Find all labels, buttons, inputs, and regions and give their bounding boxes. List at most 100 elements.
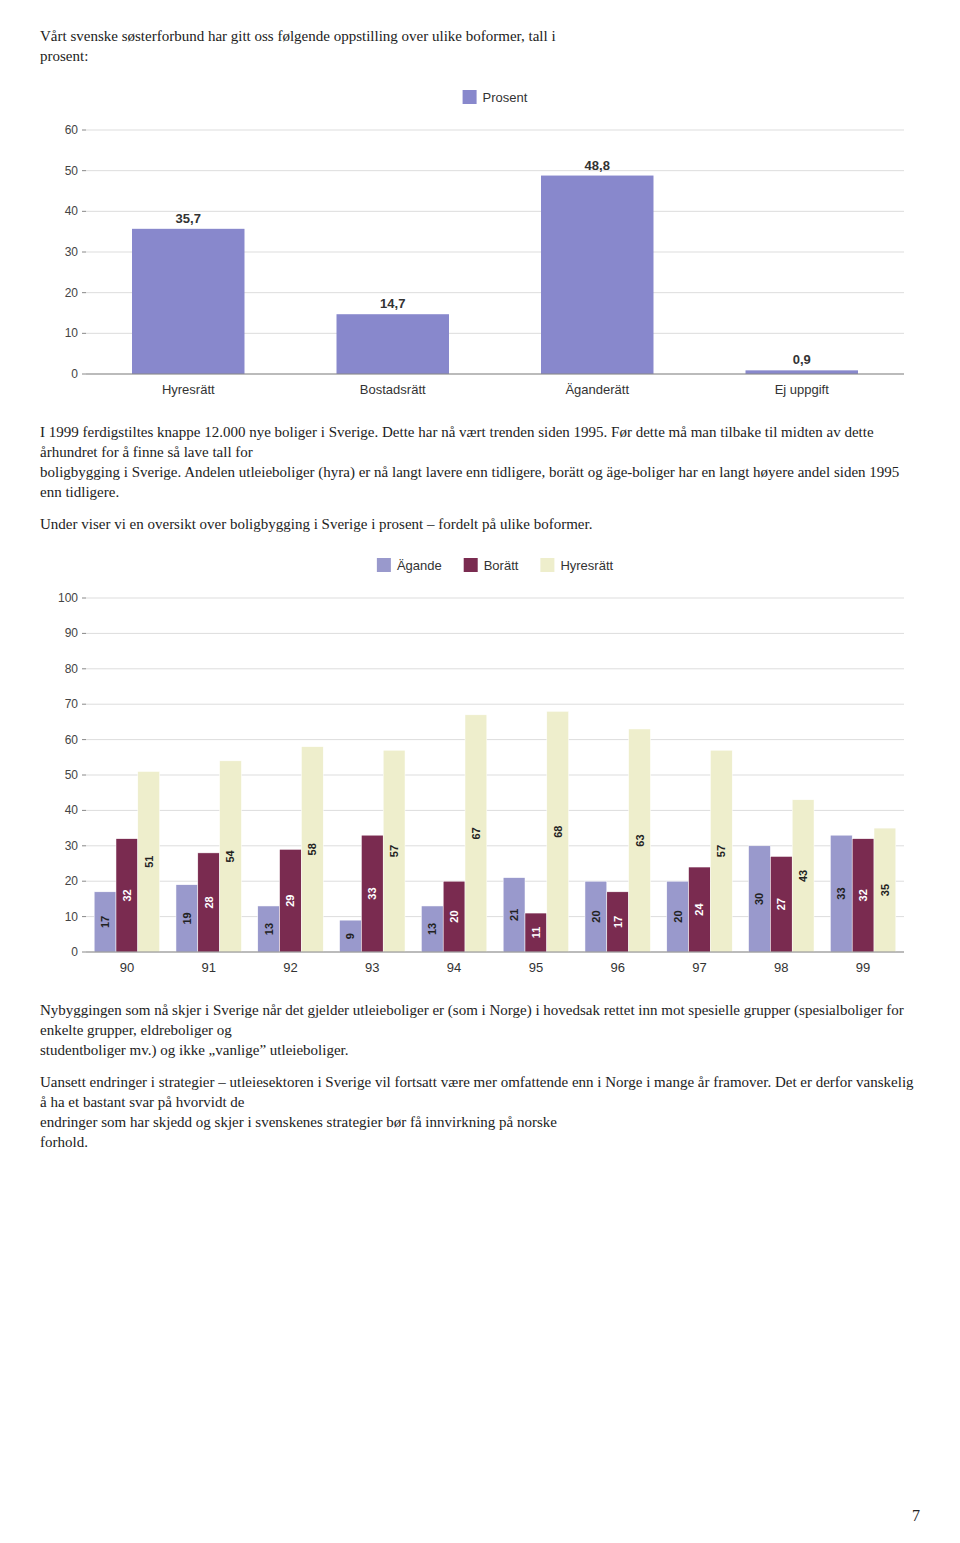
bar xyxy=(337,314,449,374)
grid-line xyxy=(86,952,904,953)
bar xyxy=(340,920,362,952)
category-label: 91 xyxy=(201,960,215,975)
bar xyxy=(280,849,302,952)
tick-mark xyxy=(82,668,86,669)
tick-label: 20 xyxy=(65,874,79,888)
data-label: 57 xyxy=(388,845,400,857)
text-line: forhold. xyxy=(40,1132,920,1152)
category-label: 90 xyxy=(120,960,134,975)
page: Vårt svenske søsterforbund har gitt oss … xyxy=(0,0,960,1152)
bar-chart: 0102030405060HyresrättBostadsrättÄgander… xyxy=(40,78,920,408)
category-label: 97 xyxy=(692,960,706,975)
data-label: 58 xyxy=(306,843,318,855)
axis-line xyxy=(86,374,904,375)
bar xyxy=(749,846,771,952)
bar xyxy=(220,761,242,952)
tick-mark xyxy=(82,810,86,811)
category-label: 96 xyxy=(610,960,624,975)
grid xyxy=(86,130,904,374)
category-label: 98 xyxy=(774,960,788,975)
data-label: 57 xyxy=(715,845,727,857)
bar xyxy=(667,881,689,952)
data-label: 54 xyxy=(225,849,237,862)
tick-mark xyxy=(82,845,86,846)
bar xyxy=(852,839,874,952)
category-label: 94 xyxy=(447,960,461,975)
legend-item: Borätt xyxy=(464,558,519,573)
tick-mark xyxy=(82,739,86,740)
tick-label: 80 xyxy=(65,662,79,676)
data-label: 27 xyxy=(775,898,787,910)
bar xyxy=(503,878,525,952)
legend-label: Borätt xyxy=(484,558,519,573)
bar xyxy=(792,800,814,952)
tick-mark xyxy=(82,633,86,634)
data-label: 30 xyxy=(753,893,765,905)
middle-text: I 1999 ferdigstiltes knappe 12.000 nye b… xyxy=(40,422,920,534)
data-label: 14,7 xyxy=(380,296,405,311)
grid-line xyxy=(86,374,904,375)
legend-swatch xyxy=(377,558,391,572)
legend-label: Ägande xyxy=(397,558,442,573)
bar xyxy=(710,750,732,952)
bar xyxy=(132,229,244,374)
tick-mark xyxy=(82,292,86,293)
tick-label: 60 xyxy=(65,123,79,137)
text-line: I 1999 ferdigstiltes knappe 12.000 nye b… xyxy=(40,422,920,462)
bar-chart: 0102030405060708090100909192939495969798… xyxy=(40,546,920,986)
data-labels: 35,714,748,80,9 xyxy=(176,158,811,368)
y-axis: 0102030405060 xyxy=(65,123,86,381)
paragraph: I 1999 ferdigstiltes knappe 12.000 nye b… xyxy=(40,422,920,502)
data-label: 20 xyxy=(448,910,460,922)
axis-line xyxy=(86,952,904,953)
tick-mark xyxy=(82,211,86,212)
data-label: 33 xyxy=(366,887,378,899)
bar xyxy=(94,892,116,952)
text-line: prosent: xyxy=(40,46,920,66)
grid-line xyxy=(86,810,904,811)
category-label: 92 xyxy=(283,960,297,975)
bar xyxy=(443,881,465,952)
data-label: 13 xyxy=(263,923,275,935)
paragraph: Nybyggingen som nå skjer i Sverige når d… xyxy=(40,1000,920,1060)
data-label: 20 xyxy=(672,910,684,922)
bar xyxy=(585,881,607,952)
data-label: 28 xyxy=(203,896,215,908)
category-label: Hyresrätt xyxy=(162,382,215,397)
tick-mark xyxy=(82,252,86,253)
tick-label: 10 xyxy=(65,910,79,924)
legend-item: Prosent xyxy=(463,90,528,105)
tick-mark xyxy=(82,704,86,705)
grid-line xyxy=(86,598,904,599)
data-label: 20 xyxy=(590,910,602,922)
bar xyxy=(421,906,443,952)
text-line: Uansett endringer i strategier – utleies… xyxy=(40,1072,920,1112)
tick-mark xyxy=(82,374,86,375)
tick-label: 100 xyxy=(58,591,78,605)
tick-label: 20 xyxy=(65,286,79,300)
paragraph: Uansett endringer i strategier – utleies… xyxy=(40,1072,920,1152)
data-label: 67 xyxy=(470,827,482,839)
bar xyxy=(176,885,198,952)
bar xyxy=(258,906,280,952)
data-label: 19 xyxy=(181,912,193,924)
tick-label: 30 xyxy=(65,839,79,853)
page-number: 7 xyxy=(912,1507,920,1525)
intro-text: Vårt svenske søsterforbund har gitt oss … xyxy=(40,26,920,66)
grid-line xyxy=(86,211,904,212)
legend-swatch xyxy=(540,558,554,572)
category-label: Ej uppgift xyxy=(775,382,830,397)
tick-mark xyxy=(82,598,86,599)
data-label: 48,8 xyxy=(585,158,610,173)
category-label: Bostadsrätt xyxy=(360,382,426,397)
bar xyxy=(689,867,711,952)
data-label: 33 xyxy=(835,887,847,899)
data-label: 13 xyxy=(426,923,438,935)
grid-line xyxy=(86,704,904,705)
paragraph: Under viser vi en oversikt over boligbyg… xyxy=(40,514,920,534)
legend-swatch xyxy=(464,558,478,572)
bar xyxy=(383,750,405,952)
bar xyxy=(830,835,852,952)
grid-line xyxy=(86,845,904,846)
bar xyxy=(874,828,896,952)
